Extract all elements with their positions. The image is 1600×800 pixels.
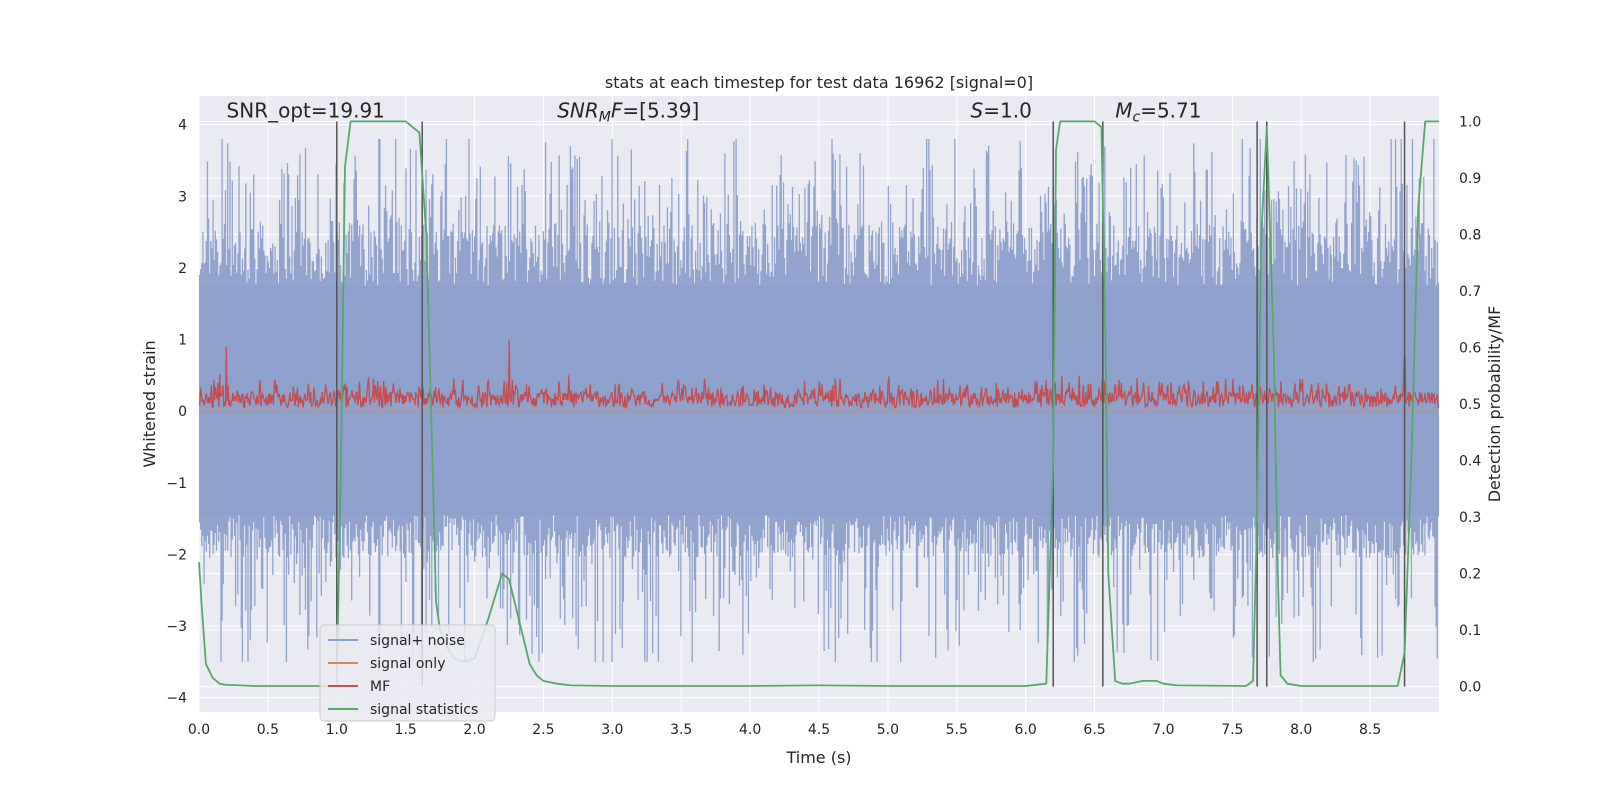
y-right-tick-label: 0.1	[1459, 623, 1481, 639]
y-right-tick-label: 0.8	[1459, 227, 1481, 243]
x-axis-label: Time (s)	[785, 748, 851, 767]
y-right-tick-label: 0.5	[1459, 397, 1481, 413]
x-tick-label: 6.0	[1015, 722, 1037, 738]
x-tick-label: 3.5	[670, 722, 692, 738]
x-tick-label: 4.0	[739, 722, 761, 738]
y-right-tick-label: 1.0	[1459, 114, 1481, 130]
x-tick-label: 2.5	[532, 722, 554, 738]
y-right-tick-label: 0.0	[1459, 680, 1481, 696]
y-right-tick-label: 0.3	[1459, 510, 1481, 526]
x-tick-label: 8.0	[1290, 722, 1312, 738]
x-tick-label: 7.0	[1152, 722, 1174, 738]
mf-trace	[198, 339, 1440, 410]
annotation-snr-mf: SNRMF=[5.39]	[557, 98, 699, 125]
legend-box	[319, 624, 496, 722]
signal-statistics-series	[198, 120, 1439, 687]
legend-label-mf: MF	[370, 679, 390, 695]
y-tick-label: −2	[166, 547, 187, 563]
legend-label-signal-only: signal only	[370, 656, 445, 672]
y-tick-label: 0	[178, 404, 187, 420]
legend-label-signal-statistics: signal statistics	[370, 702, 478, 718]
x-tick-label: 6.5	[1083, 722, 1105, 738]
y-right-tick-label: 0.7	[1459, 284, 1481, 300]
x-tick-label: 0.0	[188, 722, 210, 738]
x-tick-label: 2.0	[463, 722, 485, 738]
tick-labels: 0.0 0.5 1.0 1.5 2.0 2.5 3.0 3.5 4.0 4.5 5.0 5.5 6.0 6…	[166, 114, 1481, 738]
annotation-s: S=1.0	[971, 98, 1032, 122]
mf-series	[198, 339, 1440, 410]
chart-title: stats at each timestep for test data 169…	[605, 73, 1033, 92]
annotation-mc: Mc=5.71	[1115, 98, 1201, 125]
y-right-tick-label: 0.4	[1459, 454, 1481, 470]
x-tick-label: 0.5	[257, 722, 279, 738]
x-tick-label: 7.5	[1221, 722, 1243, 738]
signal-plus-noise-series	[198, 139, 1440, 662]
x-tick-label: 1.5	[395, 722, 417, 738]
x-tick-label: 5.5	[946, 722, 968, 738]
y-axis-label: Whitened strain	[140, 340, 159, 467]
annotations: SNR_opt=19.91 SNRMF=[5.39] S=1.0 Mc=5.71	[227, 98, 1202, 125]
annotation-snr-opt: SNR_opt=19.91	[227, 98, 385, 122]
x-tick-label: 4.5	[808, 722, 830, 738]
y-tick-label: −1	[166, 476, 187, 492]
legend-label-signal-noise: signal+ noise	[370, 633, 465, 649]
y-right-tick-label: 0.6	[1459, 340, 1481, 356]
y-axis-right-label: Detection probability/MF	[1485, 306, 1504, 503]
y-tick-label: −3	[166, 619, 187, 635]
signal-statistics-line	[198, 120, 1439, 687]
y-right-tick-label: 0.9	[1459, 171, 1481, 187]
y-tick-label: 3	[178, 189, 187, 205]
x-tick-label: 8.5	[1359, 722, 1381, 738]
y-tick-label: 2	[178, 261, 187, 277]
x-tick-label: 5.0	[877, 722, 899, 738]
x-tick-label: 3.0	[601, 722, 623, 738]
y-tick-label: 1	[178, 333, 187, 349]
y-tick-label: 4	[178, 118, 187, 134]
x-tick-label: 1.0	[326, 722, 348, 738]
y-right-tick-label: 0.2	[1459, 567, 1481, 583]
legend: signal+ noise signal only MF signal stat…	[319, 624, 496, 722]
y-tick-label: −4	[166, 691, 187, 707]
